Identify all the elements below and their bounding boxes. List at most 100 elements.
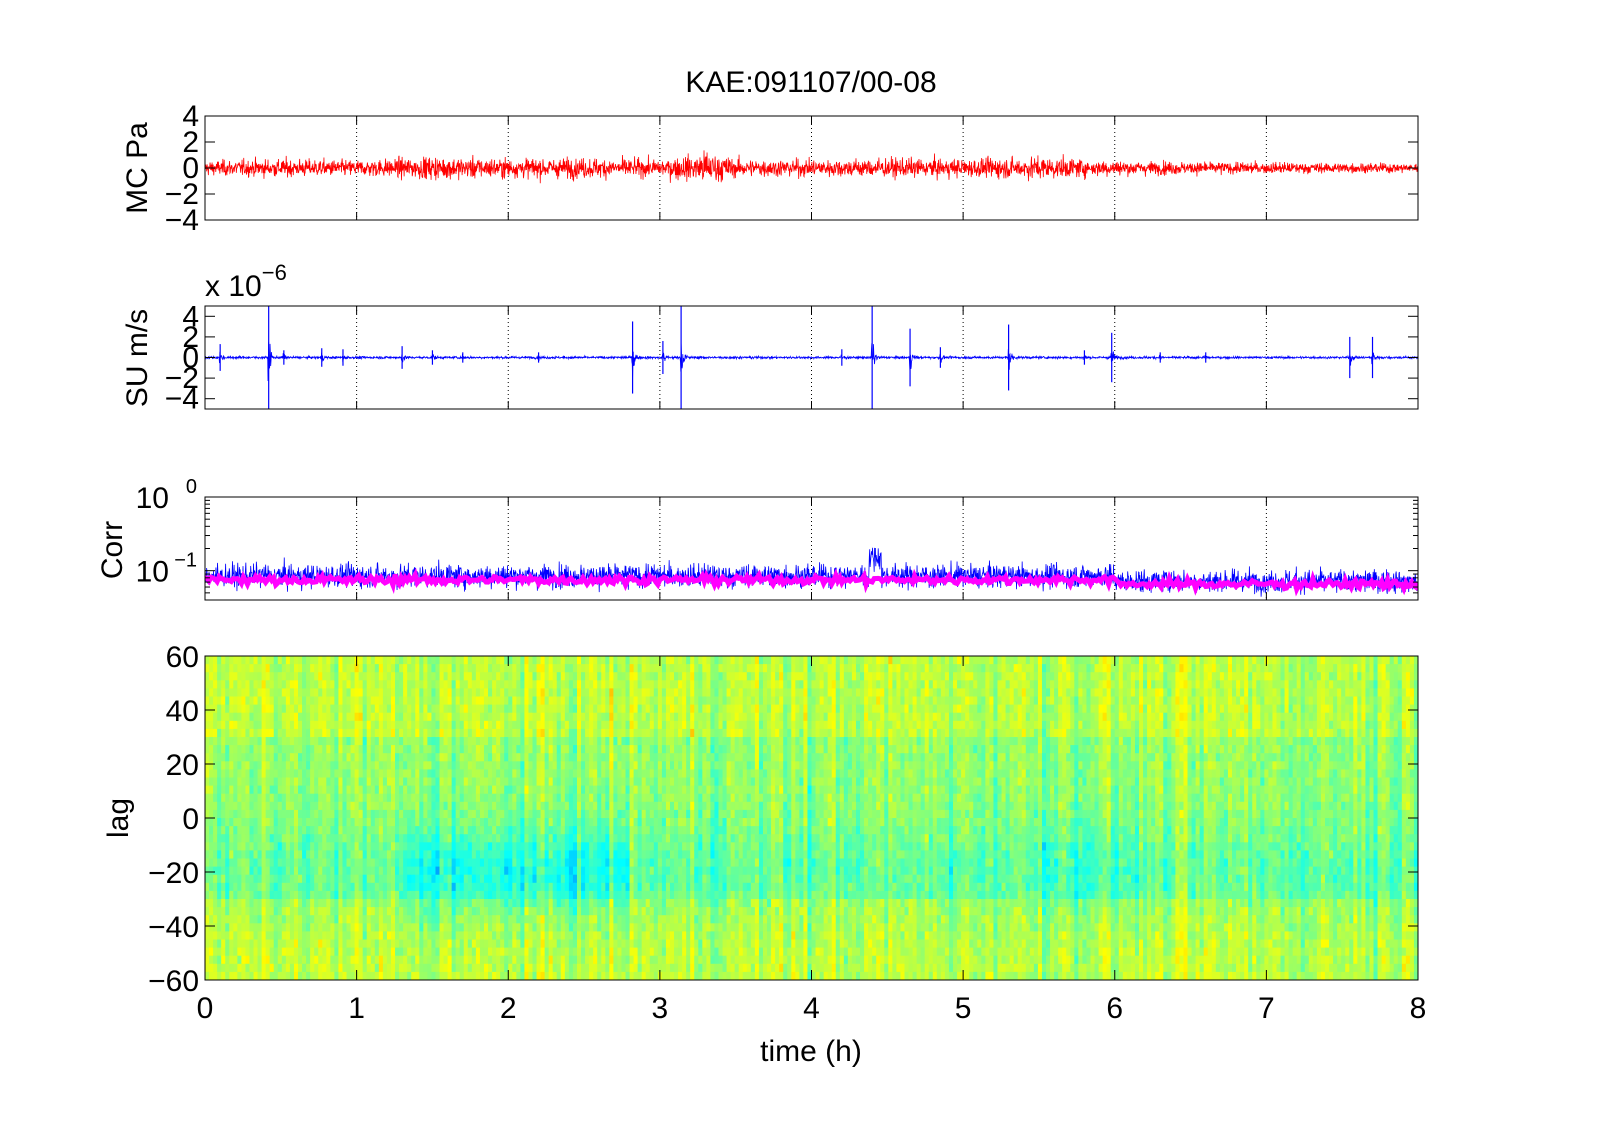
heat-cell [629,947,635,957]
heat-cell [467,955,473,965]
heat-cell [342,899,348,908]
heat-cell [576,850,582,860]
heat-cell [225,809,230,819]
heat-cell [500,777,505,787]
heat-cell [504,720,509,730]
heat-cell [605,672,610,681]
heat-cell [564,866,570,876]
heat-cell [205,971,210,980]
heat-cell [281,834,287,843]
heat-cell [362,696,368,706]
heat-cell [467,809,473,819]
heat-cell [520,890,526,900]
heat-cell [581,947,586,957]
heat-cell [475,737,481,746]
heat-cell [245,907,251,916]
heat-cell [483,899,489,908]
heat-cell [435,785,441,795]
heat-cell [459,842,465,851]
heat-cell [653,769,659,779]
heat-cell [326,866,331,876]
heat-cell [475,890,481,900]
heat-cell [512,672,517,681]
heat-cell [483,890,489,900]
heat-cell [265,818,271,827]
heat-cell [617,793,623,803]
heat-cell [362,874,368,884]
heat-cell [500,664,505,673]
heat-cell [354,793,360,803]
heat-cell [568,761,574,770]
heat-cell [508,850,513,860]
heat-cell [374,753,380,762]
heat-cell [601,939,606,949]
heat-cell [504,858,509,868]
heat-cell [492,728,497,738]
heat-cell [560,745,566,754]
heat-cell [500,761,505,770]
heat-cell [366,688,372,698]
heat-cell [334,939,340,949]
heat-cell [293,680,299,689]
heat-cell [504,890,509,900]
heat-cell [690,680,695,689]
heat-cell [415,899,420,908]
heat-cell [552,664,558,673]
heat-cell [338,963,344,973]
heat-cell [289,728,295,738]
heat-cell [682,955,687,965]
heat-cell [281,947,287,957]
heat-cell [318,696,323,706]
heat-cell [520,664,526,673]
heat-cell [249,777,255,787]
heat-cell [585,858,590,868]
heat-cell [395,761,400,770]
heat-cell [435,939,441,949]
heat-cell [298,680,303,689]
heat-cell [463,688,469,698]
heat-cell [261,850,267,860]
heat-cell [237,963,242,973]
heat-cell [338,737,344,746]
heat-cell [253,696,259,706]
heat-cell [568,939,574,949]
heat-cell [209,874,214,884]
heat-cell [657,793,663,803]
heat-cell [536,947,542,957]
heat-cell [370,834,376,843]
heat-cell [589,907,594,916]
heat-cell [261,939,267,949]
heat-cell [613,963,619,973]
heat-cell [609,672,614,681]
heat-cell [564,672,570,681]
heat-cell [669,745,675,754]
heat-cell [637,809,643,819]
heat-cell [249,947,255,957]
heat-cell [233,890,238,900]
heat-cell [382,899,388,908]
heat-cell [285,931,291,941]
heat-cell [431,971,437,980]
heat-cell [427,720,433,730]
heat-cell [382,963,388,973]
heat-cell [285,672,291,681]
heat-cell [657,720,663,730]
heat-cell [354,826,360,835]
heat-cell [645,785,651,795]
heat-cell [516,931,521,941]
heat-cell [245,696,251,706]
heat-cell [504,931,509,941]
heat-cell [609,761,614,770]
heat-cell [330,809,335,819]
heat-cell [411,866,416,876]
heat-cell [597,656,602,665]
heat-cell [358,818,364,827]
heat-cell [463,858,469,868]
heat-cell [285,704,291,714]
heat-cell [431,737,437,746]
heat-cell [532,761,538,770]
heat-cell [241,785,247,795]
heat-cell [306,947,311,957]
heat-cell [330,704,335,714]
heat-cell [492,680,497,689]
